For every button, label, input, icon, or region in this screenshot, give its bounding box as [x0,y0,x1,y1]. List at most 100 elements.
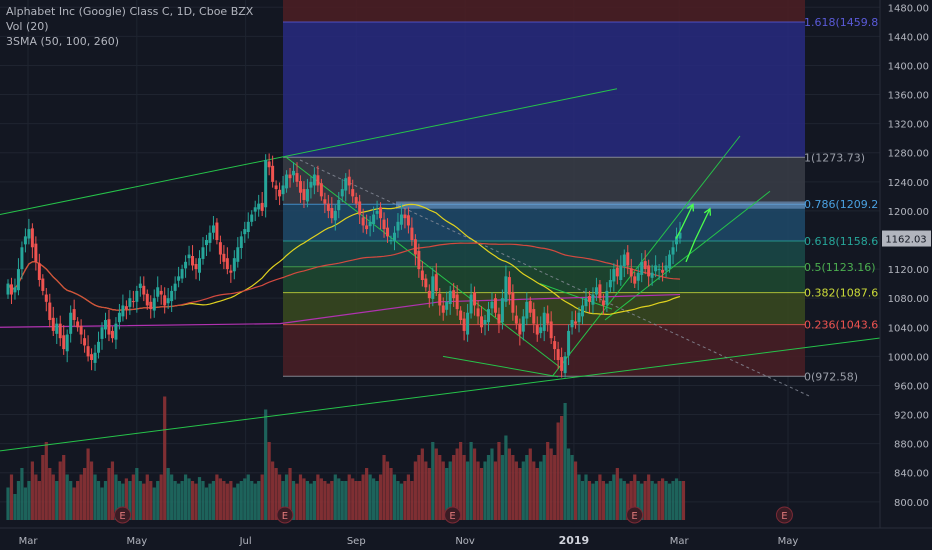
candle-body [372,214,376,224]
price-axis[interactable]: 800.00 840.00 880.00 920.00 960.00 1000.00 104… [879,0,932,550]
volume-bar [434,448,438,520]
volume-bar [305,481,310,520]
earnings-marker [276,506,294,524]
earnings-marker [444,506,462,524]
price-tick-label: 1280.00 [888,149,929,160]
price-tick-label: 1080.00 [888,294,929,305]
volume-bar [20,468,24,520]
volume-bar [403,481,407,520]
candle-body [20,247,24,270]
volume-bar [615,468,619,520]
candle-body [100,327,104,339]
earnings-marker [775,506,793,524]
earnings-marker-label: E [282,511,288,522]
volume-bar [472,448,477,520]
volume-bar [671,481,675,520]
volume-bar [316,474,320,520]
volume-bar [326,483,330,520]
candle-body [525,301,529,319]
volume-bar [295,483,299,520]
volume-bar [466,461,470,520]
symbol-title[interactable]: Alphabet Inc (Google) Class C, 1D, Cboe … [6,5,254,18]
fibonacci-retracement[interactable] [283,0,805,377]
volume-bar [288,468,292,520]
volume-bar [629,481,633,520]
volume-bar [156,481,160,520]
candle-body [121,305,125,317]
volume-bar [640,483,644,520]
volume-bar [570,455,574,520]
volume-bar [208,483,212,520]
volume-indicator-label[interactable]: Vol (20) [6,20,49,33]
volume-bar [309,483,313,520]
fib-level-label: 0.5(1123.16) [804,261,876,274]
volume-bar [96,481,101,520]
volume-bar [246,474,250,520]
candle-body [647,265,651,277]
volume-bar [215,474,219,520]
candle-body [514,315,518,324]
price-tick-label: 1440.00 [888,32,929,43]
sma-indicator-label[interactable]: 3SMA (50, 100, 260) [6,35,120,48]
candle-body [608,280,612,288]
candle-body [177,276,181,281]
candle-body [622,254,626,267]
candle-body [250,214,254,222]
volume-bar [497,442,501,520]
fibonacci-labels: 1.618(1459.8 1(1273.73) 0.786(1209.2 0.618(… [804,16,878,383]
candle-body [654,265,658,272]
candle-body [246,221,250,232]
candle-body [69,312,73,334]
candle-body [459,310,463,320]
candle-body [76,321,80,328]
volume-bar [619,478,623,520]
volume-bar [448,461,452,520]
volume-bar [83,468,87,520]
candle-body [260,202,264,211]
volume-bar [410,481,414,520]
candle-body [417,250,421,270]
volume-bar [44,442,48,520]
candle-body [239,236,243,248]
trendlines[interactable] [0,88,931,452]
volume-bar [152,487,156,520]
candle-body [473,292,477,306]
fib-zone-top [283,0,805,22]
candle-body [483,320,487,325]
volume-bar [197,477,202,520]
candle-body [361,217,365,226]
candle-body [615,267,619,277]
candle-body [309,181,313,188]
candle-body [156,287,160,297]
volume-bar [340,481,344,520]
volume-bar [211,481,216,520]
candle-body [281,185,285,195]
candle-body [542,312,546,331]
volume-bar [612,474,616,520]
candle-body [55,323,59,334]
dashed-projection-line [299,159,811,397]
time-axis[interactable]: Mar May Jul Sep Nov 2019 Mar May [0,527,932,550]
candle-body [490,301,494,309]
volume-bar [79,474,83,520]
volume-bar [560,416,564,520]
chart-legend: Alphabet Inc (Google) Class C, 1D, Cboe … [6,4,253,49]
candle-body [511,292,515,313]
volume-bar [190,481,195,520]
time-tick-label: Mar [670,536,690,547]
volume-bar [267,442,271,520]
volume-bar [535,468,539,520]
annotations[interactable] [675,203,712,263]
candle-body [539,327,543,334]
volume-bar [591,483,595,520]
volume-bar [103,481,108,520]
volume-bar [459,442,463,520]
volume-bar [347,474,351,520]
volume-bar [250,481,254,520]
volume-bar [371,478,376,520]
fib-level-label: 0.236(1043.6 [804,319,878,332]
fib-level-label: 0(972.58) [804,370,858,383]
fib-zone [283,157,805,205]
